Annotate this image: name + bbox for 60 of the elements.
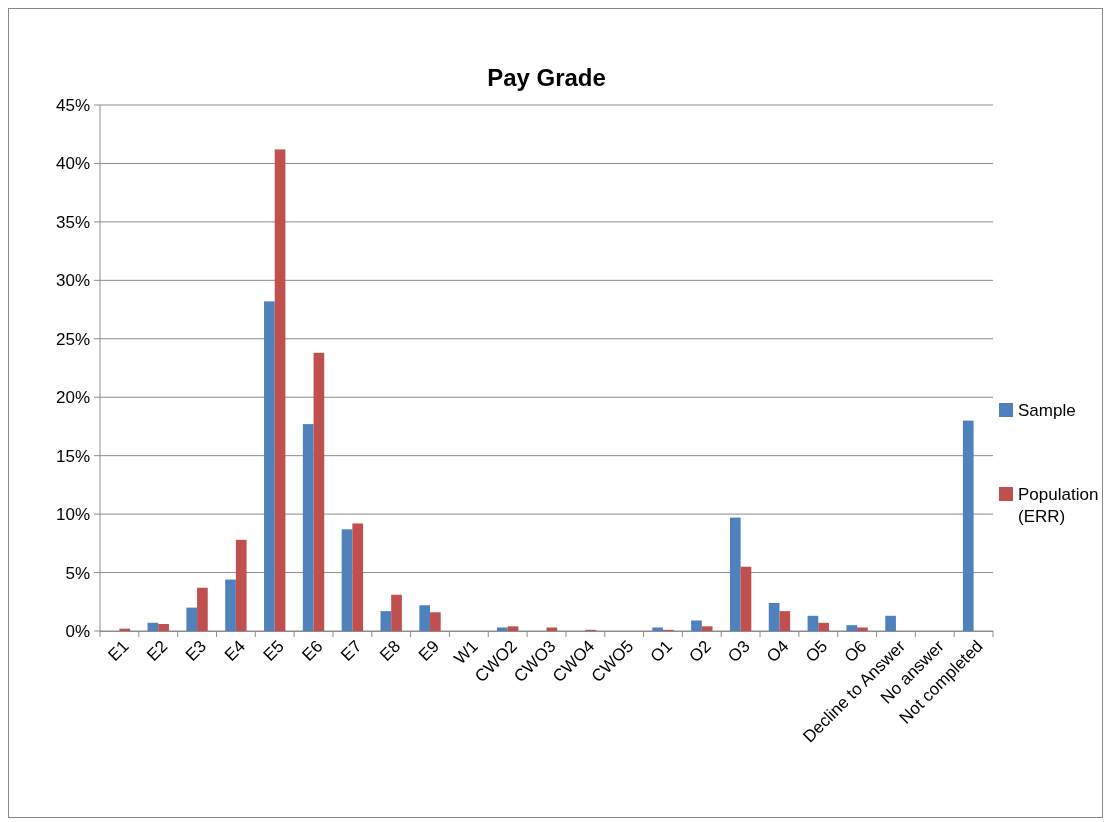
bar <box>391 594 402 631</box>
bar <box>691 620 702 631</box>
bar <box>507 626 519 631</box>
x-tick-label: E1 <box>104 636 133 665</box>
x-tick-label: E5 <box>259 636 288 665</box>
y-tick-label: 25% <box>55 329 90 349</box>
x-tick-label: O5 <box>801 636 832 667</box>
y-tick-label: 0% <box>65 621 90 641</box>
bar <box>302 424 314 631</box>
x-tick-label: E2 <box>143 636 172 665</box>
x-tick-label: E4 <box>220 636 249 665</box>
bar <box>197 587 208 631</box>
bar <box>419 605 431 631</box>
x-tick-label: O3 <box>724 636 754 667</box>
bar <box>701 626 713 631</box>
bar <box>857 627 868 631</box>
x-tick-label: O4 <box>763 636 793 667</box>
bar <box>147 622 159 631</box>
bar <box>885 615 896 631</box>
bar <box>158 623 169 631</box>
y-tick-label: 45% <box>55 95 90 115</box>
x-tick-label: E3 <box>181 636 211 665</box>
bar <box>186 607 198 631</box>
y-tick-label: 40% <box>55 154 90 174</box>
legend-label: Sample <box>1018 400 1076 420</box>
legend-label: Population (ERR) <box>1018 484 1099 527</box>
x-tick-label: E6 <box>298 636 327 665</box>
x-tick-label: O2 <box>685 636 715 667</box>
y-tick-label: 10% <box>55 505 90 525</box>
y-tick-label: 20% <box>55 388 90 408</box>
bar <box>380 611 392 631</box>
bar <box>768 602 780 631</box>
bar <box>652 627 663 631</box>
x-tick-label: E8 <box>376 636 405 665</box>
bar <box>497 627 508 631</box>
y-tick-label: 15% <box>55 446 90 466</box>
x-tick-label: E7 <box>337 636 366 665</box>
bar <box>341 529 353 631</box>
bar <box>546 627 558 631</box>
y-tick-label: 5% <box>65 563 90 583</box>
bar <box>313 352 325 631</box>
x-tick-label: O1 <box>646 636 677 667</box>
bar <box>430 612 441 631</box>
bar <box>235 539 247 631</box>
bar <box>779 611 791 631</box>
bar <box>264 301 275 631</box>
x-tick-label: W1 <box>450 636 482 669</box>
chart-title: Pay Grade <box>487 64 606 91</box>
bar <box>807 615 819 631</box>
bar <box>740 566 752 631</box>
bar <box>352 523 364 631</box>
y-tick-label: 30% <box>55 271 90 291</box>
bar <box>846 625 858 631</box>
bar <box>274 149 286 631</box>
bar <box>962 420 974 631</box>
y-tick-label: 35% <box>55 212 90 232</box>
bar <box>729 517 741 631</box>
bar <box>225 579 236 631</box>
bar <box>818 622 829 631</box>
x-tick-label: E9 <box>414 636 444 665</box>
